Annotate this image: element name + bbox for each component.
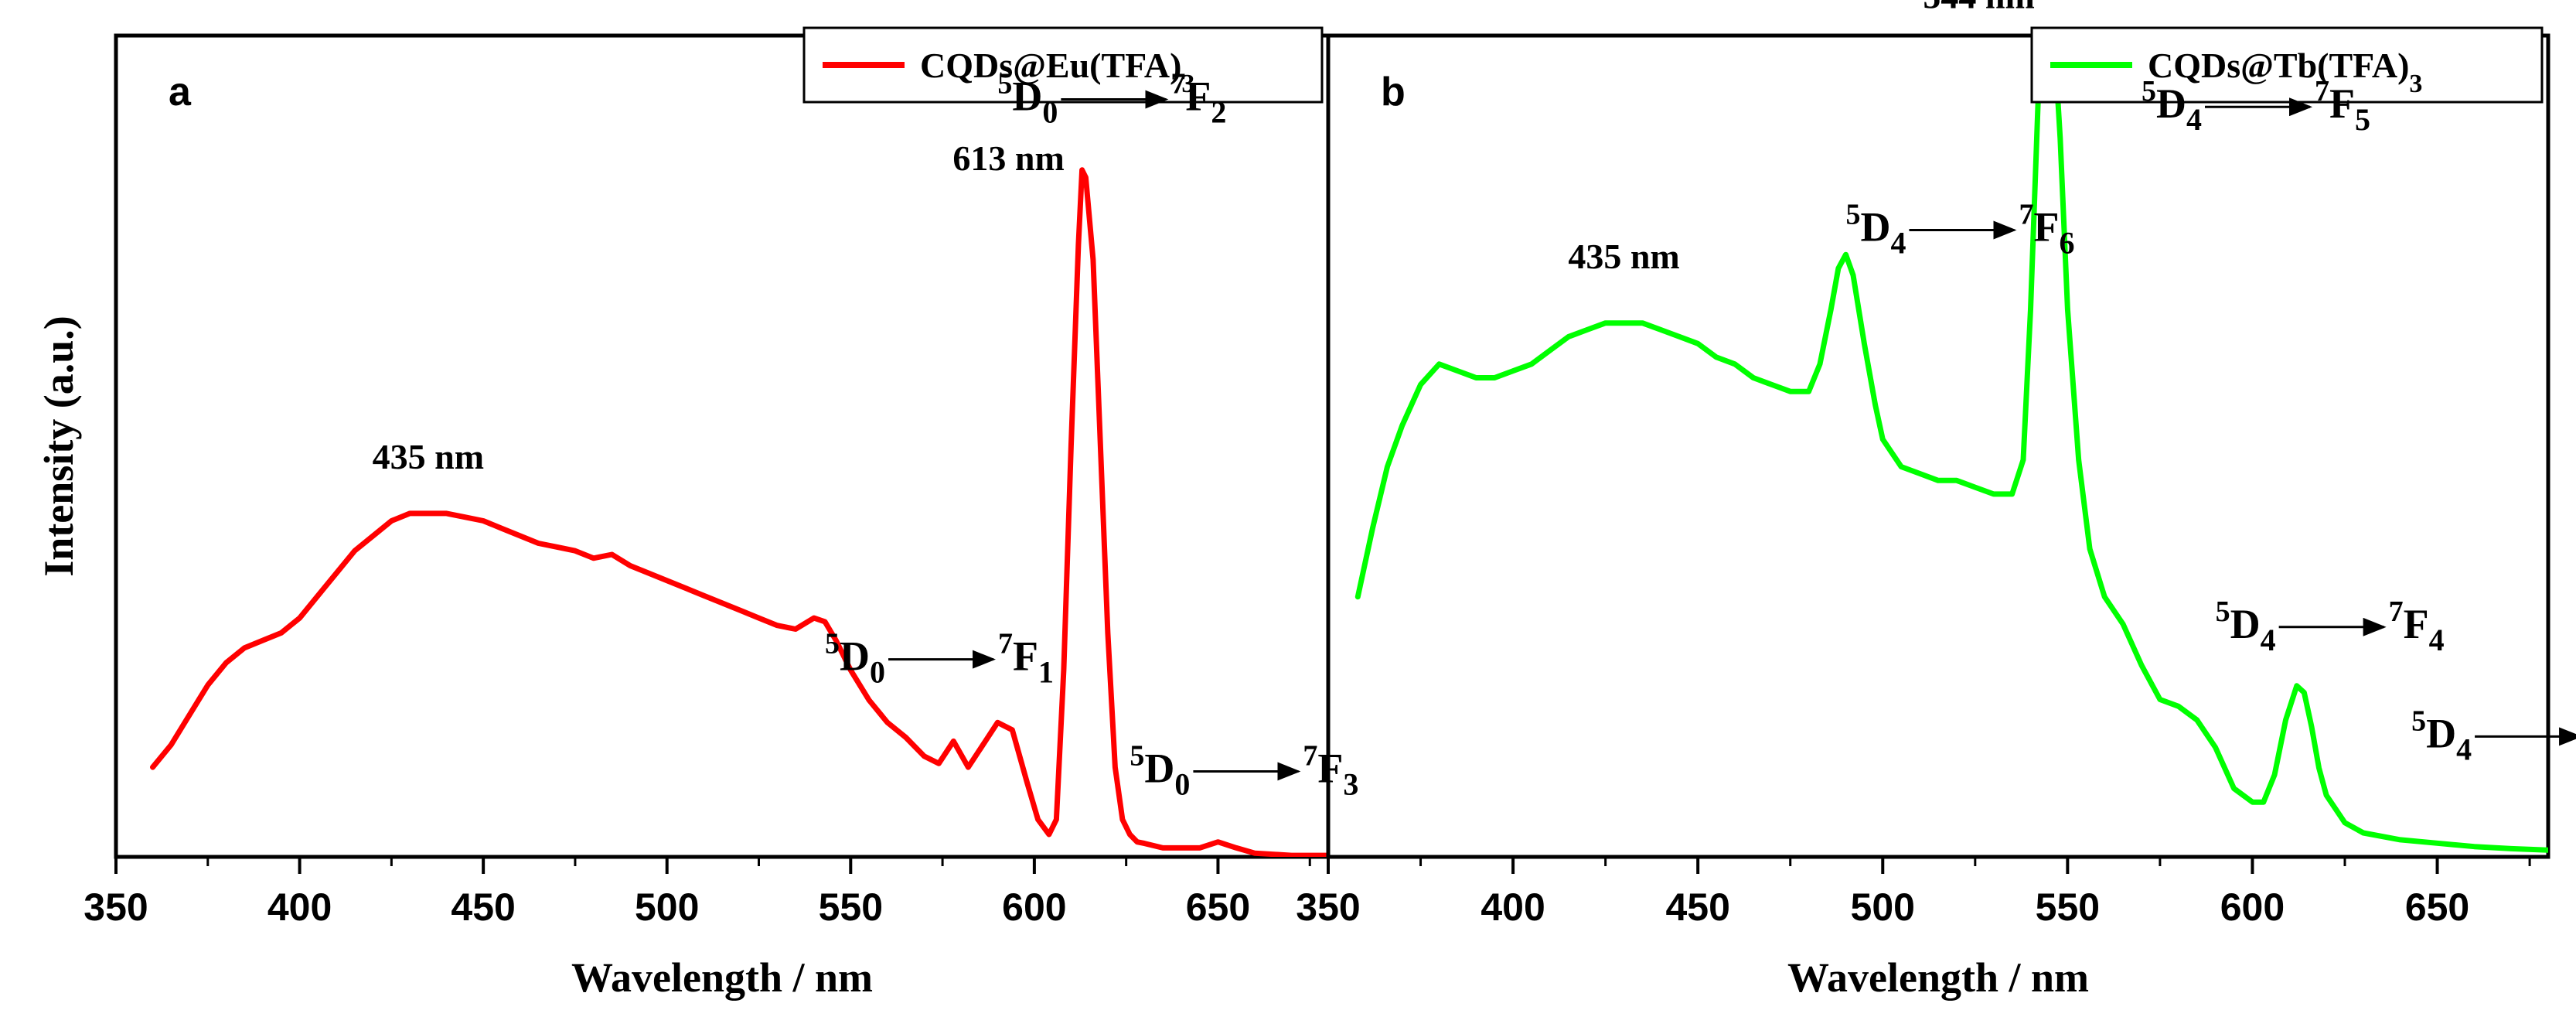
transition-from: 5D4: [1845, 199, 1906, 261]
transition-to-sub: 6: [2059, 226, 2074, 261]
transition-from: 5D0: [1130, 739, 1190, 801]
transition-to-sup: 7: [2389, 595, 2404, 628]
transition-from-sup: 5: [2142, 75, 2156, 107]
x-tick-label: 600: [1002, 885, 1066, 929]
transition-from-sup: 5: [2411, 705, 2426, 737]
transition-to-sup: 7: [998, 628, 1013, 660]
x-tick-label: 400: [1481, 885, 1545, 929]
peak-annotation: 613 nm: [952, 138, 1064, 178]
transition-from-base: D: [840, 633, 870, 680]
transition-to-sup: 7: [2315, 75, 2329, 107]
x-tick-label: 600: [2220, 885, 2285, 929]
x-tick-label: 650: [1186, 885, 1250, 929]
transition-from-sub: 0: [1042, 95, 1058, 130]
transition-from-sup: 5: [997, 68, 1012, 101]
transition-label: 5D0 7F3: [1130, 739, 1358, 801]
legend-label-sub: 3: [2409, 70, 2422, 98]
x-tick-label: 400: [267, 885, 332, 929]
transition-to-sup: 7: [1170, 68, 1185, 101]
legend-label-sub: 3: [1181, 70, 1194, 98]
transition-to-sub: 2: [1211, 95, 1226, 130]
panel-b: 350 400 450 500 550 600 650 Wavelength / nm b CQD…: [1296, 0, 2576, 1001]
transition-label: 5D47F3: [2411, 705, 2576, 766]
x-tick-label: 500: [635, 885, 699, 929]
x-tick-label: 650: [2405, 885, 2469, 929]
transition-from: 5D0: [997, 68, 1058, 130]
plot-frame: [1326, 33, 2550, 859]
legend-label-main: CQDs@Tb(TFA): [2148, 46, 2409, 85]
transition-from-sup: 5: [1845, 199, 1860, 231]
transition-to-sup: 7: [1303, 739, 1317, 772]
x-tick-label: 450: [451, 885, 515, 929]
transition-from: 5D4: [2216, 595, 2276, 657]
x-tick-label: 350: [83, 885, 148, 929]
series-line: [150, 167, 1328, 857]
transition-to-base: F: [2033, 204, 2059, 251]
transition-to-sup: 7: [2019, 199, 2033, 231]
x-tick-label: 350: [1296, 885, 1360, 929]
transition-from-base: D: [1012, 73, 1042, 120]
legend-label: CQDs@Eu(TFA)3: [920, 46, 1194, 98]
x-tick-label: 500: [1851, 885, 1915, 929]
transition-to: 7F6: [2019, 199, 2074, 261]
peak-annotation: 435 nm: [1568, 237, 1679, 276]
x-tick-label: 550: [819, 885, 883, 929]
transition-from-base: D: [2156, 80, 2186, 127]
peak-annotation: 544 nm: [1923, 0, 2034, 16]
panel-label: b: [1381, 70, 1406, 114]
transition-to-base: F: [2329, 80, 2355, 127]
transition-to-sub: 4: [2429, 623, 2445, 657]
transition-from-base: D: [2426, 710, 2456, 756]
transition-to-base: F: [1185, 73, 1211, 120]
transition-to: 7F1: [998, 628, 1054, 690]
y-axis-title: Intensity (a.u.): [36, 316, 82, 577]
transition-to-sub: 1: [1038, 655, 1054, 690]
transition-label: 5D0 7F2: [997, 68, 1226, 130]
transition-from-sub: 4: [2456, 732, 2472, 766]
plot-frame: [114, 33, 1331, 859]
legend: CQDs@Tb(TFA)3: [2030, 26, 2544, 104]
x-axis-title: Wavelength / nm: [571, 954, 873, 1001]
transition-from: 5D0: [825, 628, 885, 690]
transition-from-sup: 5: [825, 628, 840, 660]
transition-label: 5D4 7F6: [1845, 199, 2074, 261]
transition-from-sup: 5: [1130, 739, 1144, 772]
series-line: [1354, 36, 2548, 853]
transition-to-sub: 5: [2355, 102, 2370, 137]
legend-label-main: CQDs@Eu(TFA): [920, 46, 1181, 85]
transition-from: 5D4: [2142, 75, 2202, 137]
transition-from-sub: 4: [2186, 102, 2202, 137]
transition-to-base: F: [1317, 745, 1343, 791]
legend: CQDs@Eu(TFA)3: [802, 26, 1324, 104]
transition-from-sub: 0: [870, 655, 885, 690]
legend-label: CQDs@Tb(TFA)3: [2148, 46, 2422, 98]
transition-from-sub: 0: [1174, 766, 1190, 801]
transition-from-sub: 4: [2261, 623, 2276, 657]
transition-to-sub: 3: [1343, 766, 1358, 801]
transition-to: 7F5: [2315, 75, 2370, 137]
transition-label: 5D0 7F1: [825, 628, 1054, 690]
transition-to-base: F: [1013, 633, 1038, 680]
transition-from-sub: 4: [1890, 226, 1906, 261]
transition-to: 7F4: [2389, 595, 2445, 657]
transition-from-base: D: [1860, 204, 1890, 251]
transition-from-sup: 5: [2216, 595, 2230, 628]
transition-to-base: F: [2404, 601, 2429, 647]
transition-from: 5D4: [2411, 705, 2472, 766]
x-axis-title: Wavelength / nm: [1787, 954, 2089, 1001]
panel-label: a: [169, 70, 192, 114]
transition-to: 7F3: [1303, 739, 1358, 801]
x-tick-label: 450: [1665, 885, 1729, 929]
transition-from-base: D: [2230, 601, 2261, 647]
peak-annotation: 435 nm: [373, 437, 484, 476]
transition-from-base: D: [1144, 745, 1174, 791]
transition-to: 7F2: [1170, 68, 1226, 130]
x-tick-label: 550: [2036, 885, 2100, 929]
